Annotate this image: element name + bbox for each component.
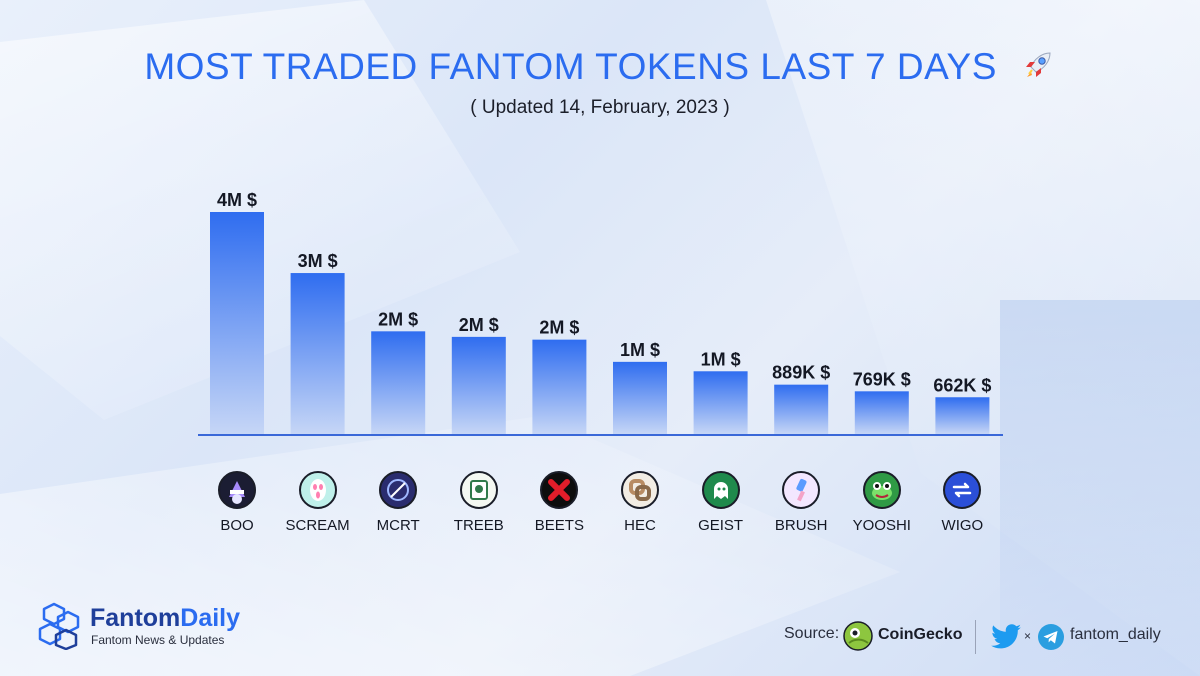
token-hec: HEC bbox=[600, 471, 680, 534]
data-label-scream: 3M $ bbox=[298, 251, 338, 271]
token-label: TREEB bbox=[453, 517, 504, 534]
bar-scream bbox=[290, 273, 345, 434]
data-label-boo: 4M $ bbox=[217, 190, 257, 210]
data-label-treeb: 2M $ bbox=[459, 315, 499, 335]
yooshi-frog-icon bbox=[862, 471, 901, 509]
rocket-icon bbox=[1020, 47, 1056, 92]
token-brush: BRUSH bbox=[761, 471, 841, 534]
chart-title: MOST TRADED FANTOM TOKENS LAST 7 DAYS bbox=[0, 46, 1200, 92]
treeb-card-icon bbox=[459, 471, 498, 509]
bar-mcrt bbox=[371, 331, 426, 434]
token-label: MCRT bbox=[376, 517, 420, 534]
brand-name-part1: Fantom bbox=[90, 604, 181, 632]
token-mcrt: MCRT bbox=[358, 471, 438, 534]
chart-subtitle: ( Updated 14, February, 2023 ) bbox=[470, 97, 730, 118]
telegram-icon[interactable] bbox=[1037, 623, 1065, 656]
scream-mask-icon bbox=[298, 471, 337, 509]
bar-boo bbox=[210, 212, 264, 434]
token-yooshi: YOOSHI bbox=[842, 471, 922, 534]
source-label: Source: bbox=[784, 625, 840, 642]
bar-beets bbox=[532, 339, 587, 434]
token-label: BOO bbox=[220, 517, 254, 534]
bar-brush bbox=[774, 384, 829, 434]
token-label: HEC bbox=[624, 517, 656, 534]
token-label: BRUSH bbox=[774, 517, 828, 534]
beets-cross-icon bbox=[540, 471, 579, 509]
boo-ghost-icon bbox=[218, 471, 256, 509]
social-handle[interactable]: fantom_daily bbox=[1070, 626, 1161, 643]
coingecko-icon bbox=[843, 621, 873, 656]
wigo-arrows-icon bbox=[943, 471, 982, 509]
bar-yooshi bbox=[854, 391, 909, 434]
token-geist: GEIST bbox=[681, 471, 761, 534]
token-label: YOOSHI bbox=[852, 517, 911, 534]
token-beets: BEETS bbox=[519, 471, 599, 534]
token-label: GEIST bbox=[698, 517, 744, 534]
token-label: SCREAM bbox=[285, 517, 350, 534]
separator-x: × bbox=[1024, 629, 1032, 643]
brand-name: FantomDaily bbox=[90, 604, 240, 633]
mcrt-orb-icon bbox=[379, 471, 418, 509]
fantom-daily-brand: FantomDaily Fantom News & Updates bbox=[36, 600, 240, 655]
geist-ghost-icon bbox=[701, 471, 740, 509]
data-label-geist: 1M $ bbox=[701, 349, 741, 369]
bar-wigo bbox=[935, 397, 990, 434]
data-label-mcrt: 2M $ bbox=[378, 309, 418, 329]
brush-icon bbox=[782, 471, 821, 509]
data-label-wigo: 662K $ bbox=[933, 375, 991, 395]
brand-tagline: Fantom News & Updates bbox=[91, 633, 225, 647]
chart-title-text: MOST TRADED FANTOM TOKENS LAST 7 DAYS bbox=[144, 46, 997, 87]
brand-name-part2: Daily bbox=[180, 604, 241, 632]
data-label-brush: 889K $ bbox=[772, 363, 830, 383]
twitter-icon[interactable] bbox=[990, 624, 1022, 655]
token-treeb: TREEB bbox=[439, 471, 519, 534]
token-label: WIGO bbox=[941, 517, 984, 534]
data-label-beets: 2M $ bbox=[539, 318, 579, 338]
fantom-daily-logo-icon bbox=[36, 602, 86, 654]
token-scream: SCREAM bbox=[278, 471, 358, 534]
bar-hec bbox=[613, 361, 667, 434]
bar-treeb bbox=[451, 336, 506, 434]
bar-geist bbox=[693, 371, 748, 434]
token-boo: BOO bbox=[197, 471, 277, 534]
footer-divider bbox=[975, 620, 976, 654]
source-name: CoinGecko bbox=[878, 626, 963, 643]
data-label-hec: 1M $ bbox=[620, 340, 660, 360]
token-label: BEETS bbox=[534, 517, 584, 534]
data-label-yooshi: 769K $ bbox=[853, 369, 911, 389]
hec-link-icon bbox=[621, 471, 659, 509]
token-wigo: WIGO bbox=[922, 471, 1002, 534]
